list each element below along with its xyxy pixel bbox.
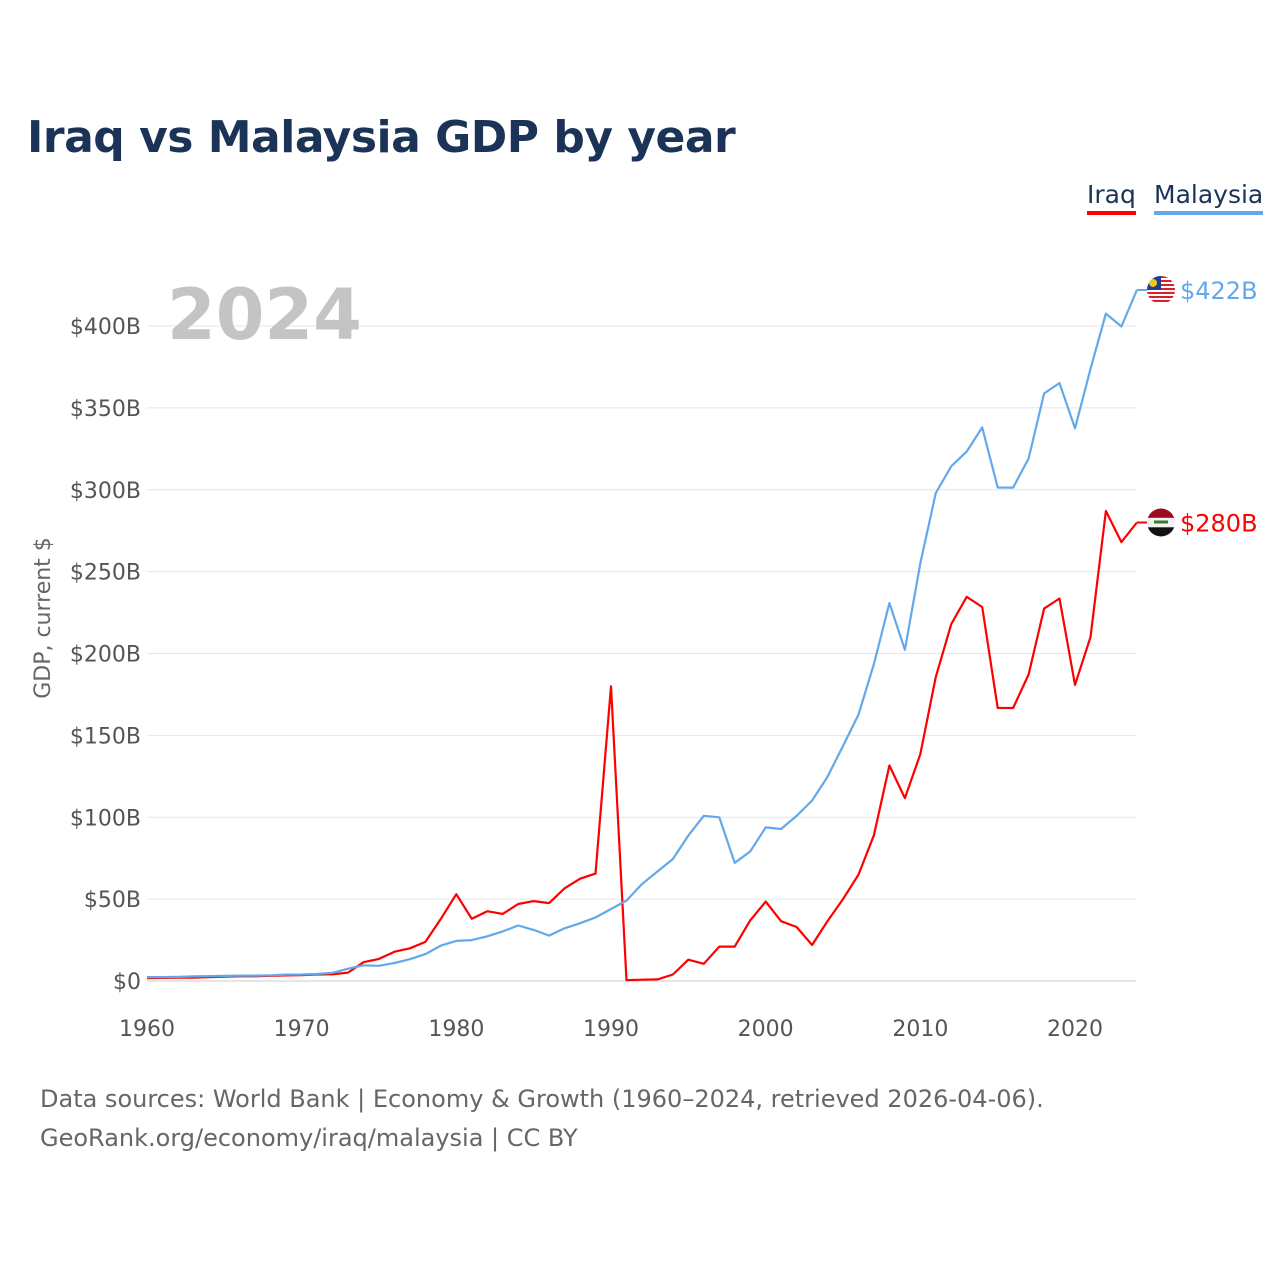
y-tick-label: $100B: [70, 806, 141, 831]
x-tick-label: 1990: [583, 1017, 639, 1042]
y-tick-label: $0: [113, 970, 141, 995]
end-value-label-malaysia: $422B: [1180, 277, 1258, 305]
y-tick-label: $150B: [70, 724, 141, 749]
end-value-label-iraq: $280B: [1180, 510, 1258, 538]
y-tick-label: $200B: [70, 643, 141, 668]
iraq-flag-icon: [1147, 508, 1175, 537]
x-tick-label: 1960: [119, 1017, 175, 1042]
y-axis-label: GDP, current $: [31, 537, 56, 699]
malaysia-flag-icon: [1147, 275, 1175, 304]
legend-iraq[interactable]: Iraq: [1087, 180, 1136, 215]
y-tick-label: $300B: [70, 479, 141, 504]
chart-title: Iraq vs Malaysia GDP by year: [27, 112, 736, 163]
footer-sources: Data sources: World Bank | Economy & Gro…: [40, 1085, 1044, 1113]
y-tick-label: $50B: [84, 888, 141, 913]
x-tick-label: 1970: [274, 1017, 330, 1042]
y-tick-label: $350B: [70, 397, 141, 422]
y-tick-label: $250B: [70, 561, 141, 586]
series-line-malaysia: [147, 289, 1138, 979]
footer-link: GeoRank.org/economy/iraq/malaysia | CC B…: [40, 1124, 578, 1152]
x-tick-label: 2000: [738, 1017, 794, 1042]
x-tick-label: 2020: [1047, 1017, 1103, 1042]
series-line-iraq: [146, 509, 1138, 982]
x-tick-label: 1980: [428, 1017, 484, 1042]
legend-malaysia[interactable]: Malaysia: [1154, 180, 1264, 215]
x-tick-label: 2010: [892, 1017, 948, 1042]
y-tick-label: $400B: [70, 315, 141, 340]
year-label: 2024: [167, 274, 362, 356]
